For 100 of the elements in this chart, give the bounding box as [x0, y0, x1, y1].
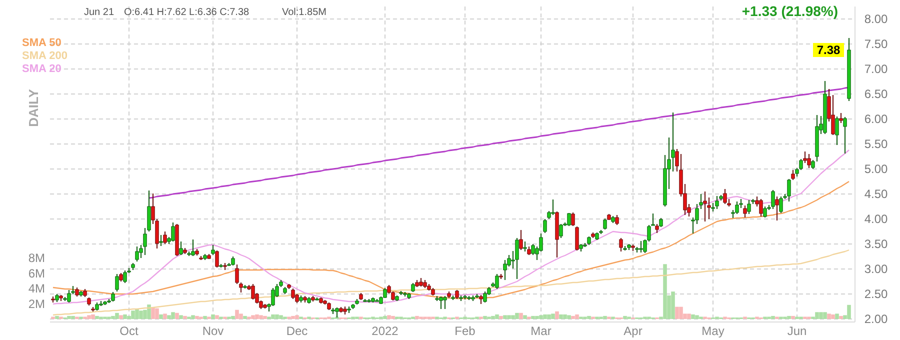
y-tick-label: 2.50	[864, 287, 888, 302]
bar	[559, 314, 563, 319]
annotation: Jun 21	[84, 7, 114, 18]
bar	[119, 315, 123, 319]
bar	[623, 316, 627, 319]
bar	[503, 315, 507, 319]
bar	[815, 312, 819, 319]
y-tick-label: 8.00	[864, 12, 888, 26]
bar	[827, 314, 831, 319]
bar	[671, 292, 675, 319]
y-tick-label: 4.00	[864, 212, 888, 226]
candlestick	[191, 239, 195, 256]
y-tick-label: 3.00	[864, 262, 888, 276]
y-tick-label: 6.00	[864, 112, 888, 126]
candlestick	[567, 212, 571, 226]
bar	[131, 310, 135, 319]
bar	[691, 314, 695, 319]
bar	[835, 314, 839, 319]
bar	[91, 314, 95, 319]
candlestick	[515, 238, 519, 280]
x-tick-label: Oct	[120, 324, 139, 338]
bar	[847, 304, 851, 319]
annotation: O:6.41 H:7.62 L:6.36 C:7.38	[124, 7, 250, 18]
candlestick	[575, 226, 579, 251]
bar	[567, 315, 571, 319]
candlestick	[67, 290, 71, 303]
candlestick	[779, 196, 783, 214]
x-tick-label: Nov	[202, 324, 224, 338]
candlestick	[179, 241, 183, 256]
candlestick	[215, 250, 219, 268]
bar	[203, 316, 207, 319]
bar	[179, 315, 183, 319]
bar	[115, 312, 119, 319]
candlestick	[439, 296, 443, 310]
candlestick	[251, 284, 255, 300]
bar	[587, 316, 591, 319]
bar	[491, 316, 495, 319]
x-tick-label: Apr	[624, 324, 642, 338]
text: SMA 20	[22, 63, 62, 75]
bar	[391, 316, 395, 319]
bar	[159, 314, 163, 319]
y2-tick-label: 8M	[28, 251, 45, 266]
bar	[87, 315, 91, 319]
bar	[291, 316, 295, 319]
bar	[295, 315, 299, 319]
candlestick	[839, 112, 843, 124]
candlestick	[443, 296, 447, 310]
bar	[279, 315, 283, 319]
bar	[575, 314, 579, 319]
bar	[147, 304, 151, 319]
bar	[511, 315, 515, 319]
bar	[603, 316, 607, 319]
bar	[791, 316, 795, 319]
candlestick	[483, 291, 487, 303]
bar	[215, 315, 219, 319]
x-tick-label: May	[702, 324, 724, 338]
y-tick-label: 5.00	[864, 162, 888, 176]
bar	[515, 312, 519, 319]
candlestick	[763, 206, 767, 218]
bar	[235, 310, 239, 319]
bar	[499, 316, 503, 319]
bar	[239, 314, 243, 319]
bar	[271, 314, 275, 319]
candlestick	[743, 205, 747, 218]
bar	[67, 316, 71, 319]
bar	[183, 316, 187, 319]
bar	[787, 316, 791, 319]
y-tick-label: 6.50	[864, 87, 888, 102]
candlestick	[787, 178, 791, 202]
bar	[675, 306, 679, 319]
y-tick-label: 4.50	[864, 187, 888, 202]
candlestick	[619, 238, 623, 252]
annotation: Vol:1.85M	[282, 7, 326, 18]
bar	[163, 314, 167, 319]
candlestick	[703, 191, 707, 222]
bar	[111, 316, 115, 319]
bar	[231, 316, 235, 319]
bar	[151, 308, 155, 319]
candlestick	[803, 151, 807, 164]
candlestick	[115, 274, 119, 292]
bar	[167, 315, 171, 319]
bar	[519, 312, 523, 319]
candlestick	[771, 190, 775, 210]
candlestick	[571, 212, 575, 226]
bar	[695, 315, 699, 319]
candlestick	[291, 288, 295, 300]
bar	[539, 315, 543, 319]
candlestick	[615, 214, 619, 226]
bar	[663, 264, 667, 319]
candlestick	[211, 244, 215, 256]
bar	[523, 315, 527, 319]
x-tick-label: Feb	[454, 324, 476, 338]
text: DAILY	[26, 88, 41, 127]
annotation: 7.38	[816, 43, 840, 58]
y2-tick-label: 2M	[28, 296, 45, 311]
x-tick-label: Jun	[787, 324, 807, 338]
bar	[211, 314, 215, 319]
candlestick	[759, 198, 763, 217]
candlestick	[111, 292, 115, 302]
bar	[191, 315, 195, 319]
